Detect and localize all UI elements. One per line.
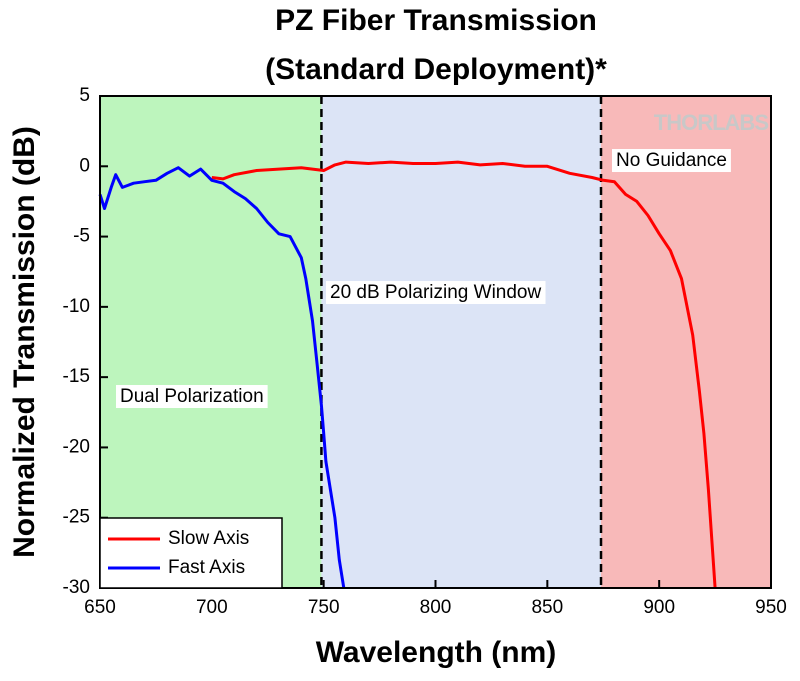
label-background xyxy=(326,281,546,305)
y-tick-label: -5 xyxy=(73,226,90,247)
y-tick-label: -30 xyxy=(63,577,90,598)
watermark: THORLABS xyxy=(654,110,769,135)
label-background xyxy=(612,149,731,173)
x-tick-label: 850 xyxy=(531,597,563,618)
y-tick-label: 5 xyxy=(79,85,90,106)
legend-label: Slow Axis xyxy=(168,528,249,549)
y-tick-label: 0 xyxy=(79,155,90,176)
region xyxy=(601,96,771,588)
region-label: No Guidance xyxy=(616,150,727,171)
x-tick-label: 750 xyxy=(308,597,340,618)
y-tick-label: -15 xyxy=(63,366,90,387)
x-tick-label: 700 xyxy=(196,597,228,618)
y-tick-label: -20 xyxy=(63,436,90,457)
region-label: 20 dB Polarizing Window xyxy=(330,282,541,303)
plot-frame xyxy=(99,95,772,589)
data-line xyxy=(211,160,717,589)
y-tick-label: -10 xyxy=(63,296,90,317)
legend-box xyxy=(99,517,283,589)
chart-subtitle: (Standard Deployment)* xyxy=(265,53,607,86)
x-tick-label: 650 xyxy=(84,597,116,618)
x-tick-label: 800 xyxy=(420,597,452,618)
y-axis-label: Normalized Transmission (dB) xyxy=(8,126,41,558)
x-tick-label: 900 xyxy=(643,597,675,618)
x-axis-label: Wavelength (nm) xyxy=(316,636,557,669)
region xyxy=(321,96,602,588)
region-label: Dual Polarization xyxy=(120,386,264,407)
chart-title: PZ Fiber Transmission xyxy=(275,4,597,37)
y-tick-label: -25 xyxy=(63,507,90,528)
label-background xyxy=(116,385,268,409)
x-tick-label: 950 xyxy=(755,597,787,618)
legend-label: Fast Axis xyxy=(168,557,245,578)
data-line xyxy=(98,166,346,589)
